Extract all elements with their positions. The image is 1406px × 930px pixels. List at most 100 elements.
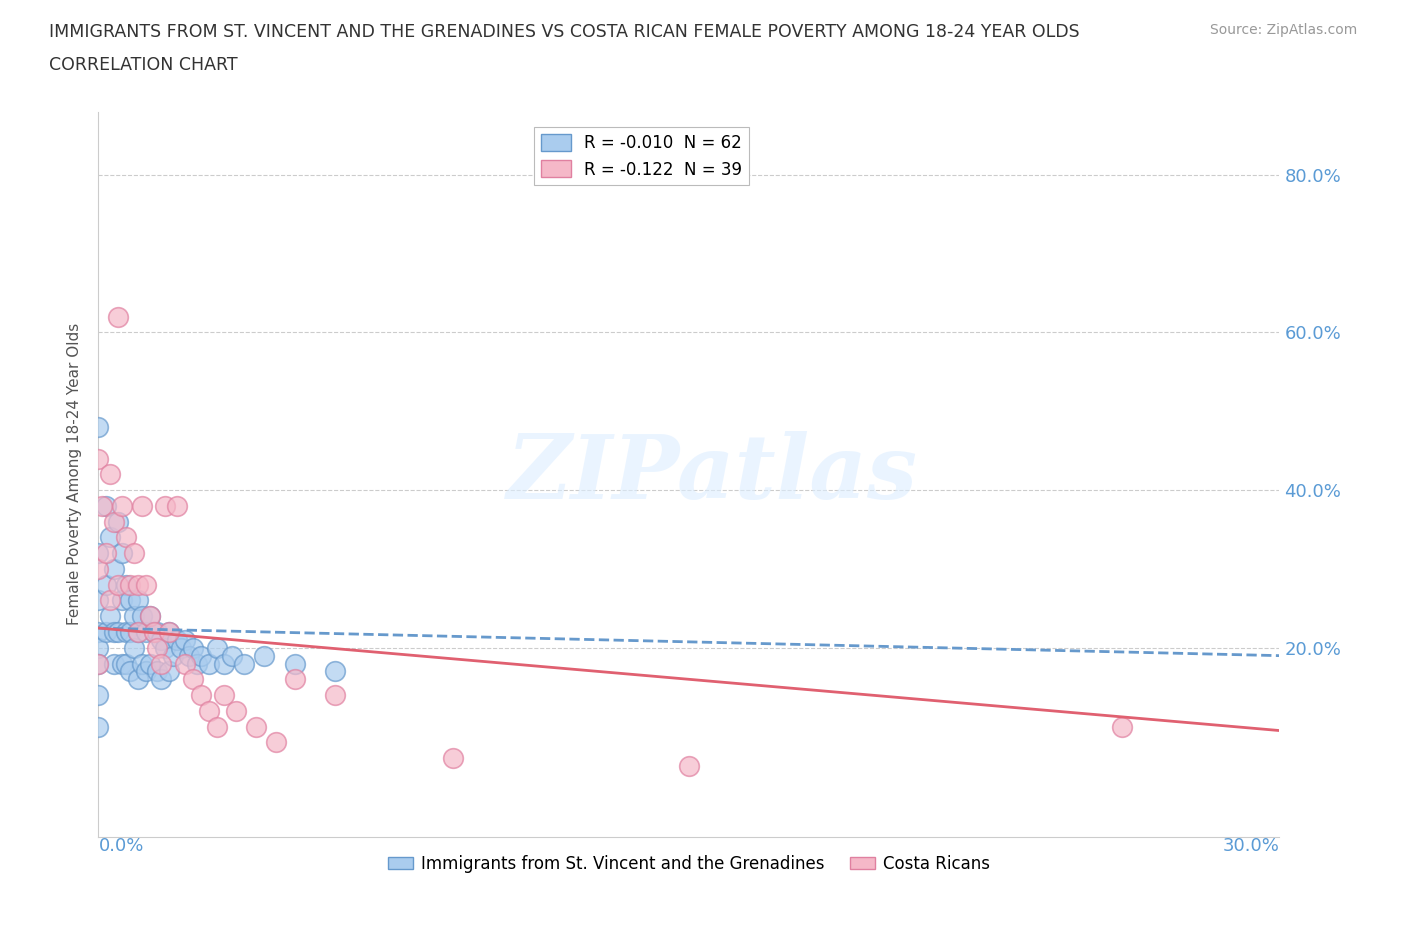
Point [678,759,700,774]
Point [174,656,197,671]
Point [150,671,173,686]
Point [127,578,149,592]
Point [115,578,138,592]
Point [111,498,134,513]
Point [118,664,141,679]
Point [103,625,125,640]
Point [170,641,193,656]
Point [150,656,173,671]
Point [122,641,145,656]
Point [122,609,145,624]
Point [138,609,160,624]
Point [96,498,118,513]
Text: 30.0%: 30.0% [1223,837,1279,855]
Point [91,498,114,513]
Point [115,656,138,671]
Point [146,625,169,640]
Point [87,656,110,671]
Point [323,687,346,702]
Point [197,703,219,718]
Point [87,625,110,640]
Point [135,578,157,592]
Point [127,671,149,686]
Point [205,719,228,734]
Point [146,664,169,679]
Point [127,593,149,608]
Point [174,632,197,647]
Point [264,735,287,750]
Point [115,625,138,640]
Point [323,664,346,679]
Point [135,625,157,640]
Text: Source: ZipAtlas.com: Source: ZipAtlas.com [1209,23,1357,37]
Point [146,641,169,656]
Point [186,656,208,671]
Point [118,625,141,640]
Text: ZIPatlas: ZIPatlas [508,431,918,518]
Point [214,687,236,702]
Point [87,593,110,608]
Point [87,419,110,434]
Text: 0.0%: 0.0% [98,837,143,855]
Point [87,687,110,702]
Point [107,309,129,324]
Point [118,578,141,592]
Point [284,671,307,686]
Point [441,751,464,765]
Point [284,656,307,671]
Point [87,546,110,561]
Point [205,641,228,656]
Text: CORRELATION CHART: CORRELATION CHART [49,56,238,73]
Point [1111,719,1133,734]
Point [162,648,184,663]
Point [131,498,153,513]
Point [98,593,121,608]
Point [221,648,243,663]
Point [131,656,153,671]
Point [157,625,180,640]
Point [225,703,247,718]
Point [150,632,173,647]
Point [96,578,118,592]
Point [253,648,276,663]
Point [87,656,110,671]
Point [233,656,256,671]
Point [122,546,145,561]
Point [111,546,134,561]
Point [111,656,134,671]
Point [115,530,138,545]
Point [103,562,125,577]
Point [87,451,110,466]
Point [107,578,129,592]
Point [166,498,188,513]
Point [98,530,121,545]
Point [135,664,157,679]
Point [245,719,267,734]
Point [107,514,129,529]
Point [197,656,219,671]
Point [155,641,177,656]
Point [166,632,188,647]
Point [138,656,160,671]
Point [87,641,110,656]
Point [96,625,118,640]
Point [87,719,110,734]
Point [103,514,125,529]
Point [127,625,149,640]
Point [107,625,129,640]
Point [111,593,134,608]
Legend: Immigrants from St. Vincent and the Grenadines, Costa Ricans: Immigrants from St. Vincent and the Gren… [381,848,997,880]
Point [103,656,125,671]
Point [87,562,110,577]
Point [138,609,160,624]
Text: IMMIGRANTS FROM ST. VINCENT AND THE GRENADINES VS COSTA RICAN FEMALE POVERTY AMO: IMMIGRANTS FROM ST. VINCENT AND THE GREN… [49,23,1080,41]
Point [214,656,236,671]
Point [98,609,121,624]
Point [157,664,180,679]
Point [190,687,212,702]
Point [181,641,204,656]
Point [118,593,141,608]
Point [98,467,121,482]
Point [142,625,165,640]
Point [177,648,200,663]
